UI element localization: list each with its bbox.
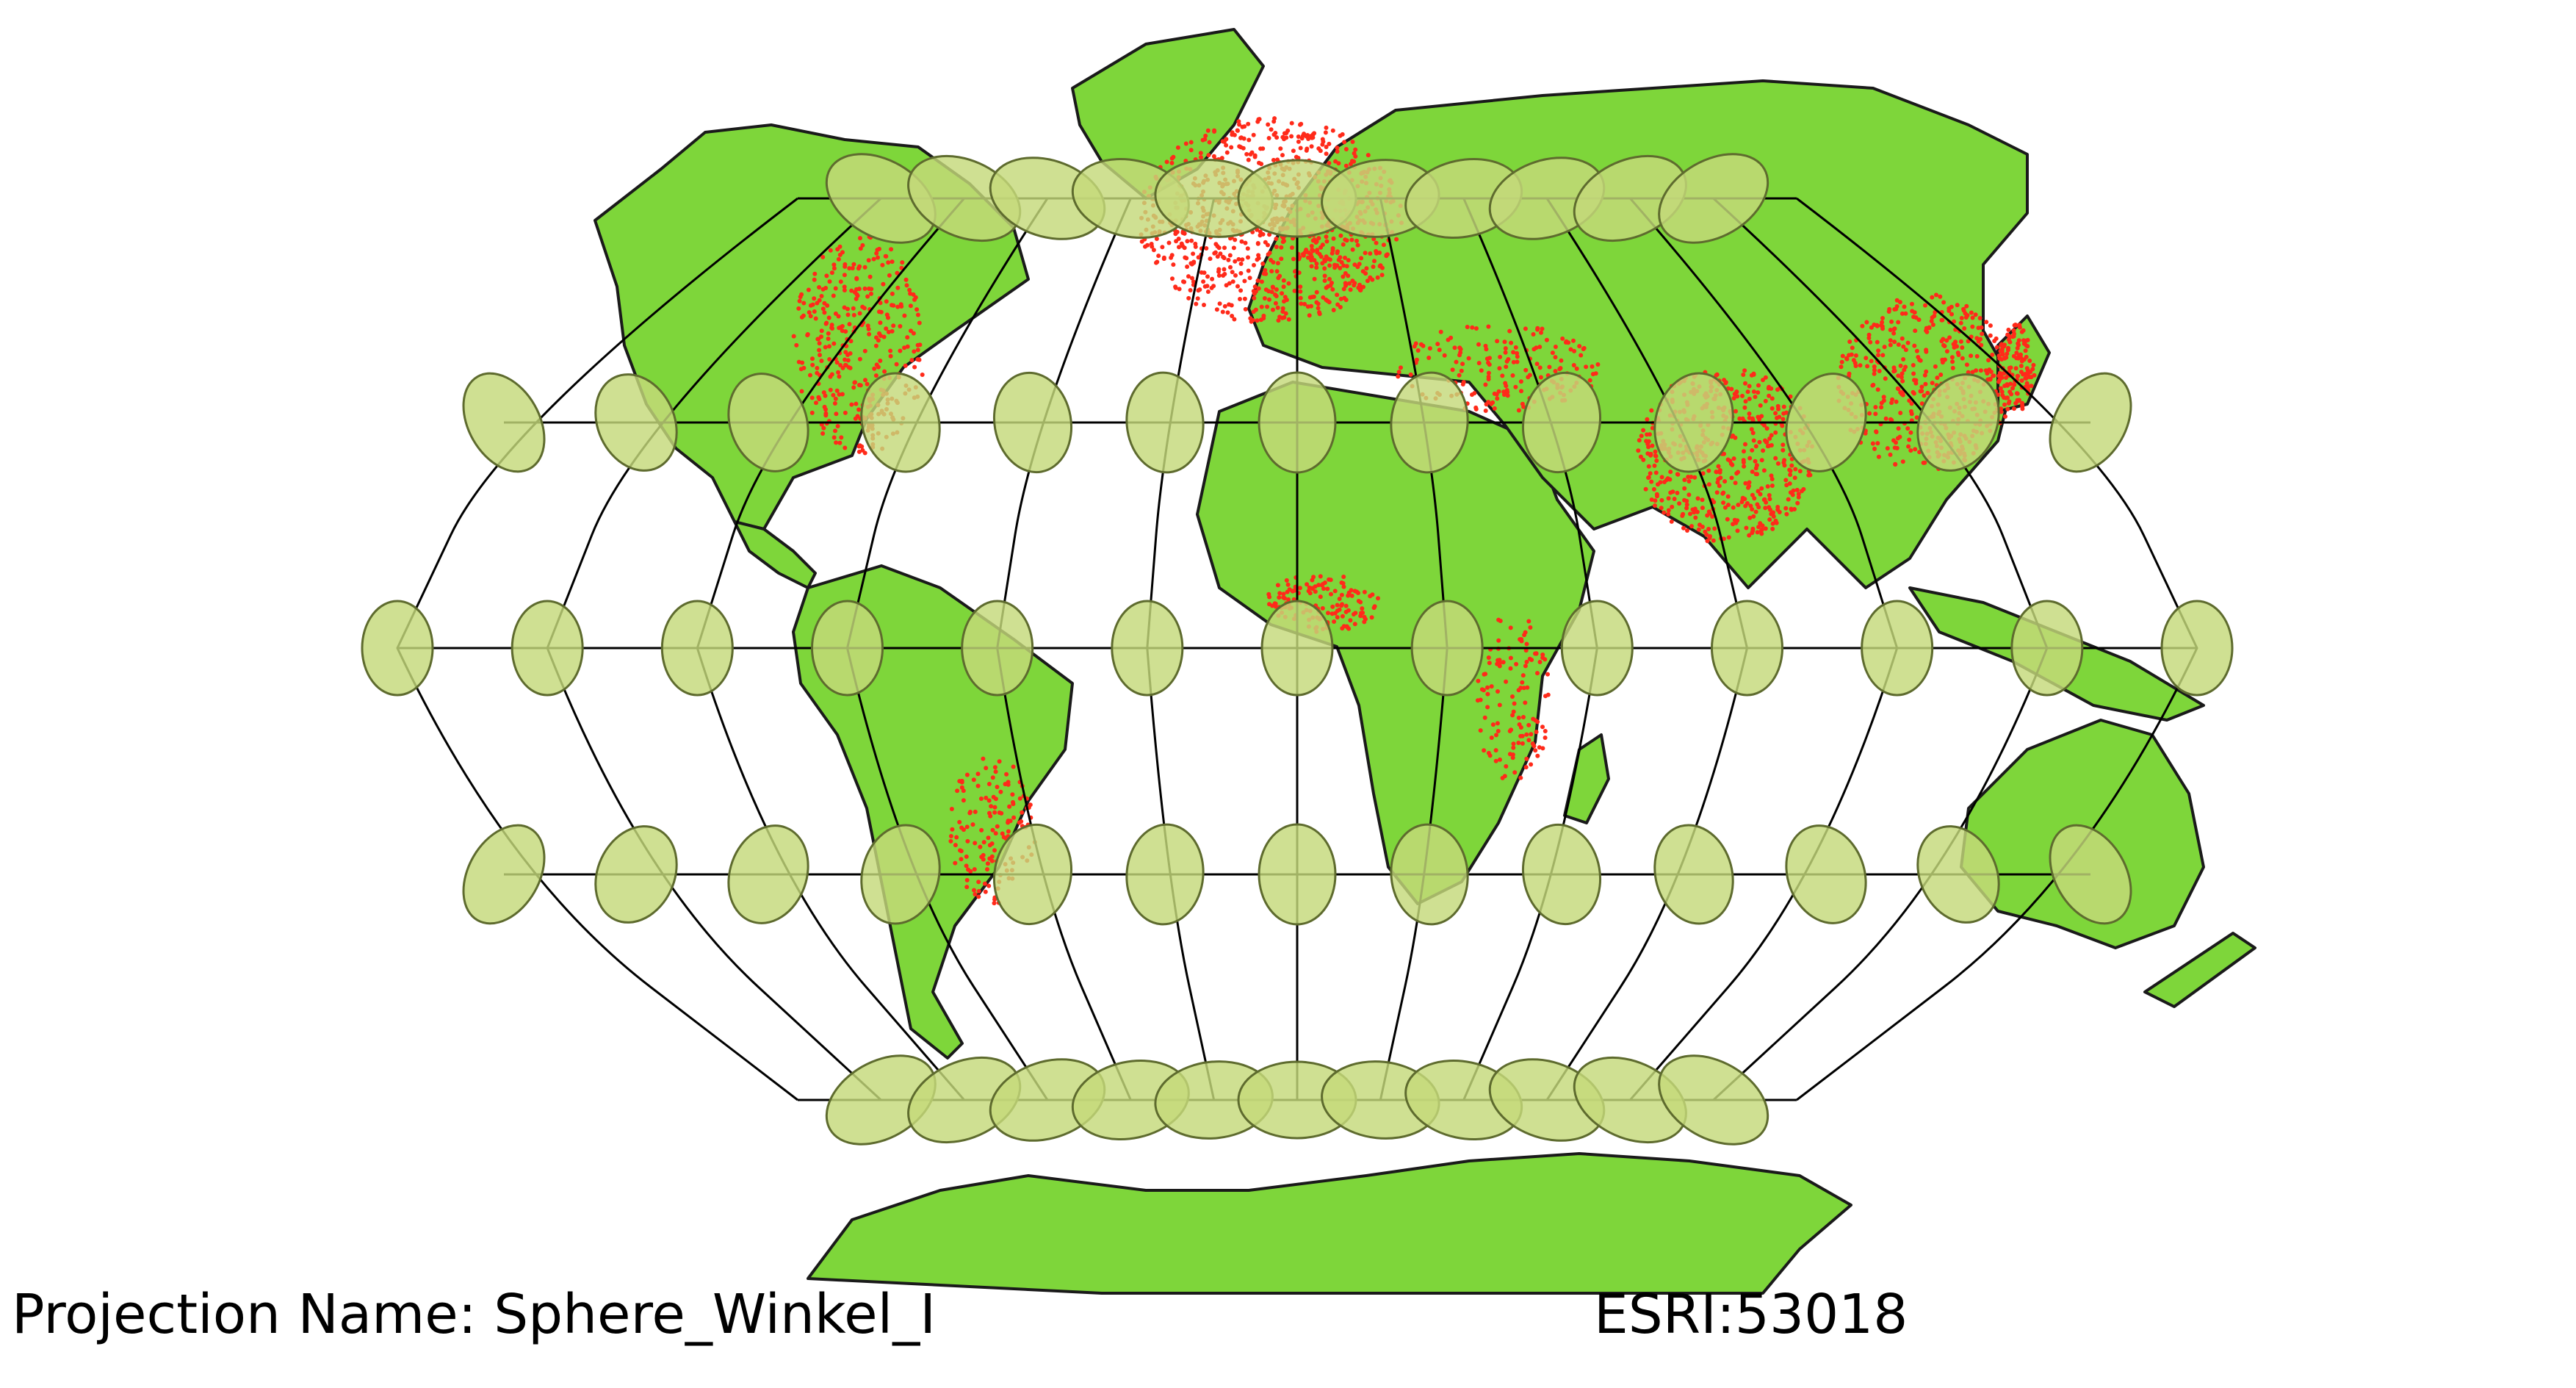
tissot-ellipse <box>660 600 734 697</box>
tissot-ellipse <box>1653 824 1734 925</box>
tissot-ellipse <box>961 600 1034 697</box>
tissot-ellipse <box>992 371 1073 474</box>
population-cluster-japan <box>1996 323 2037 411</box>
tissot-ellipse <box>1785 373 1867 472</box>
tissot-ellipse <box>1521 823 1602 926</box>
tissot-ellipse <box>1653 372 1734 473</box>
tissot-ellipse <box>1861 600 1934 697</box>
tissot-ellipse <box>2160 600 2234 697</box>
tissot-ellipse <box>361 600 434 697</box>
tissot-ellipse <box>1390 371 1469 474</box>
tissot-ellipse <box>1258 371 1337 474</box>
tissot-ellipse <box>1390 823 1469 926</box>
tissot-ellipse <box>811 600 884 697</box>
tissot-ellipse <box>727 824 809 924</box>
tissot-ellipse <box>1258 823 1337 926</box>
tissot-ellipse <box>594 373 678 472</box>
tissot-ellipse <box>1560 600 1634 697</box>
tissot-ellipse <box>1111 600 1184 697</box>
tissot-ellipse <box>825 153 937 244</box>
tissot-ellipse <box>727 373 809 472</box>
population-cluster-brazil-coast <box>948 756 1037 906</box>
projection-code-label: ESRI:53018 <box>1594 1283 1908 1346</box>
projection-name-label: Projection Name: Sphere_Winkel_I <box>12 1283 937 1346</box>
tissot-ellipse <box>2049 824 2132 925</box>
tissot-ellipse <box>2049 372 2132 473</box>
tissot-ellipse <box>992 823 1073 926</box>
land-central-america <box>733 520 817 589</box>
tissot-ellipse <box>1521 371 1602 474</box>
tissot-ellipse <box>2010 600 2084 697</box>
tissot-ellipse <box>594 825 678 924</box>
tissot-ellipse <box>1260 600 1334 697</box>
tissot-ellipse <box>1916 373 2000 472</box>
tissot-ellipse <box>1410 600 1484 697</box>
land-greenland <box>1071 28 1265 200</box>
tissot-ellipse <box>1658 1054 1769 1146</box>
tissot-ellipse <box>825 1054 937 1146</box>
land-antarctica <box>807 1152 1852 1295</box>
tissot-ellipse <box>1125 371 1205 474</box>
tissot-ellipse <box>1711 600 1783 697</box>
tissot-ellipse <box>1125 823 1205 926</box>
tissot-indicatrix-layer <box>361 153 2234 1146</box>
tissot-ellipse <box>1916 825 2000 924</box>
tissot-ellipse <box>462 824 546 925</box>
land-madagascar <box>1563 733 1610 824</box>
tissot-ellipse <box>860 372 941 473</box>
tissot-ellipse <box>510 600 584 697</box>
tissot-ellipse <box>462 372 546 473</box>
tissot-ellipse <box>860 824 941 925</box>
population-cluster-east-africa <box>1475 617 1551 780</box>
population-cluster-middle-east <box>1396 324 1601 413</box>
land-new-zealand <box>2143 932 2256 1008</box>
tissot-ellipse <box>1658 153 1769 244</box>
tissot-ellipse <box>1785 824 1867 924</box>
